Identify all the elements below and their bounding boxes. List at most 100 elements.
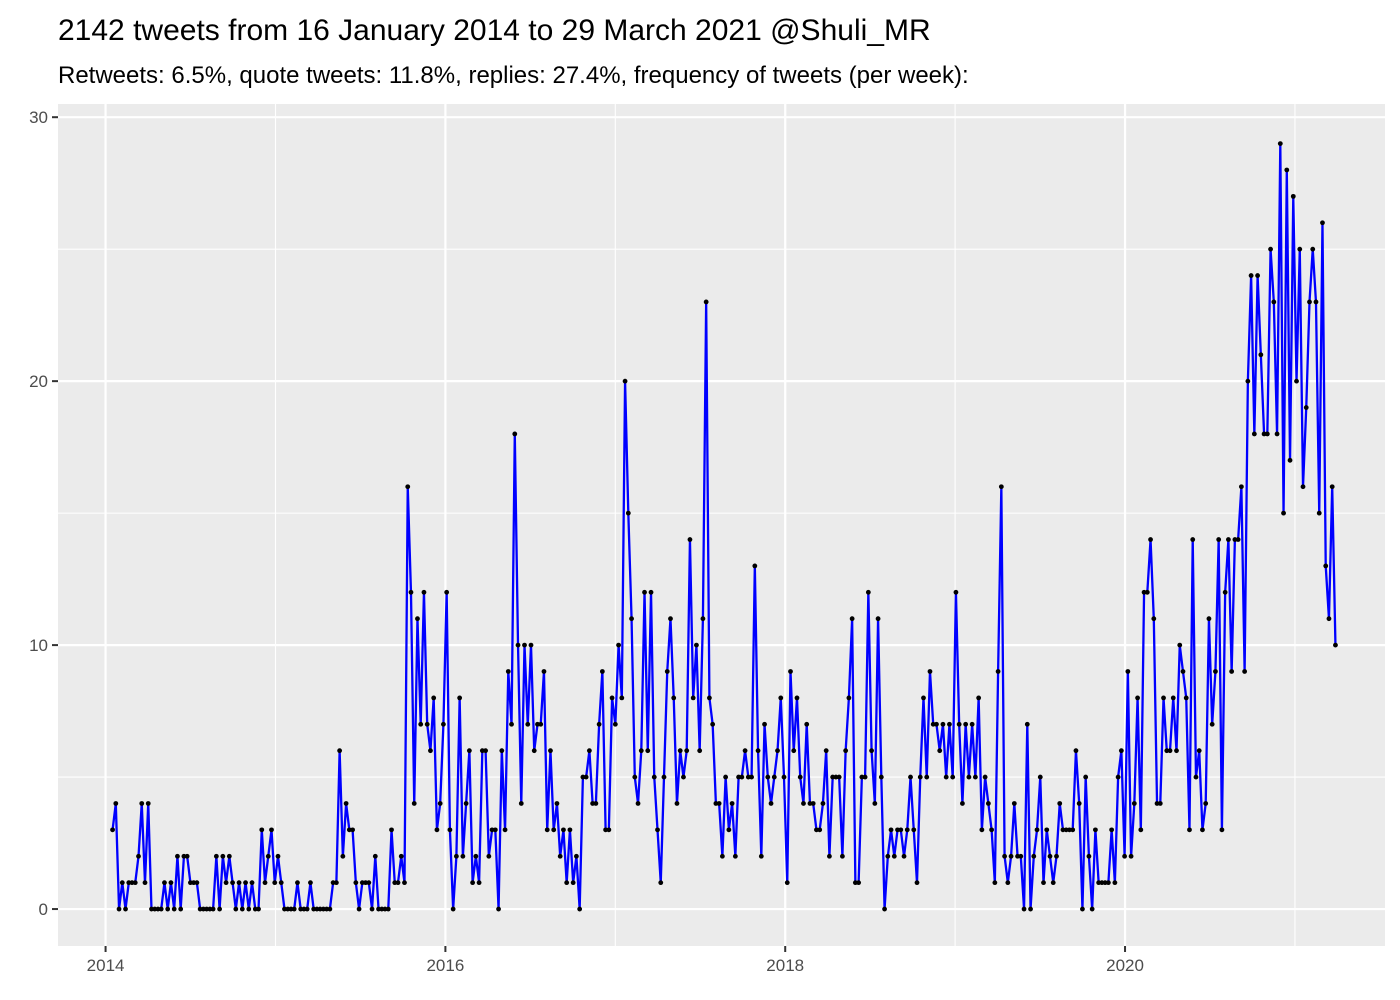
data-point [1054, 853, 1059, 859]
data-point [914, 880, 920, 886]
data-point [840, 853, 845, 859]
data-point [1329, 484, 1335, 490]
data-point [308, 880, 313, 886]
data-point [635, 801, 641, 806]
data-point [492, 827, 498, 833]
data-point [794, 695, 800, 701]
data-point [466, 748, 472, 754]
x-tick-label: 2018 [766, 956, 804, 975]
data-point [574, 853, 579, 859]
data-point [625, 510, 631, 516]
data-point [304, 906, 310, 912]
data-point [1073, 748, 1079, 754]
data-point [846, 695, 852, 701]
data-point [849, 616, 855, 622]
data-point [1248, 273, 1254, 278]
data-point [460, 853, 466, 859]
data-point [681, 774, 686, 780]
data-point [911, 827, 917, 833]
data-point [132, 880, 138, 886]
data-point [1290, 193, 1296, 199]
data-point [1057, 801, 1063, 806]
data-point [1180, 669, 1186, 674]
data-point [418, 721, 424, 727]
data-point [742, 748, 748, 754]
data-point [327, 906, 333, 912]
data-point [431, 695, 437, 701]
data-point [1323, 563, 1329, 569]
data-point [395, 880, 401, 886]
data-point [1148, 537, 1153, 542]
data-point [684, 748, 690, 754]
data-point [966, 774, 972, 780]
x-tick-label: 2014 [87, 956, 125, 975]
data-point [758, 853, 764, 859]
data-point [645, 748, 651, 754]
data-point [703, 299, 709, 305]
data-point [408, 589, 414, 595]
data-point [1138, 827, 1144, 833]
data-point [843, 748, 849, 754]
data-point [457, 695, 463, 701]
data-point [272, 880, 278, 886]
data-point [995, 669, 1001, 674]
x-tick-label: 2016 [426, 956, 464, 975]
data-point [956, 721, 962, 727]
data-point [904, 827, 910, 833]
data-point [577, 906, 583, 912]
data-point [145, 801, 151, 806]
data-point [1300, 484, 1306, 490]
y-tick-label: 10 [29, 636, 48, 655]
data-point [554, 801, 560, 806]
data-point [184, 853, 190, 859]
data-point [278, 880, 284, 886]
data-point [992, 880, 998, 886]
data-point [541, 669, 547, 674]
data-point [421, 589, 427, 595]
data-point [596, 721, 602, 727]
data-point [791, 748, 797, 754]
data-point [1115, 774, 1121, 780]
data-point [1320, 220, 1325, 226]
data-point [1245, 378, 1251, 384]
data-point [765, 774, 771, 780]
data-point [1193, 774, 1199, 780]
data-point [1157, 801, 1163, 806]
data-point [869, 748, 874, 754]
data-point [544, 827, 550, 833]
data-point [178, 906, 184, 912]
data-point [1070, 827, 1076, 833]
data-point [697, 748, 703, 754]
data-point [1196, 748, 1202, 754]
data-point [353, 880, 359, 886]
data-point [538, 721, 544, 727]
data-point [1326, 616, 1332, 622]
data-point [901, 853, 907, 859]
data-point [398, 853, 404, 859]
data-point [707, 695, 712, 701]
data-point [213, 853, 219, 859]
data-point [972, 774, 978, 780]
data-point [823, 748, 829, 754]
data-point [648, 589, 654, 595]
data-point [249, 880, 255, 886]
data-point [1028, 906, 1033, 912]
data-point [1216, 537, 1222, 542]
data-point [1041, 880, 1046, 886]
data-point [1274, 431, 1280, 437]
data-point [356, 906, 362, 912]
data-point [885, 853, 891, 859]
data-point [797, 774, 803, 780]
data-point [444, 589, 450, 595]
data-point [428, 748, 433, 754]
data-point [239, 906, 245, 912]
data-point [1128, 853, 1134, 859]
data-point [1209, 721, 1215, 727]
data-point [502, 827, 508, 833]
data-point [142, 880, 148, 886]
data-point [979, 827, 985, 833]
data-point [259, 827, 265, 833]
data-point [700, 616, 706, 622]
data-point [119, 880, 125, 886]
data-point [139, 801, 145, 806]
